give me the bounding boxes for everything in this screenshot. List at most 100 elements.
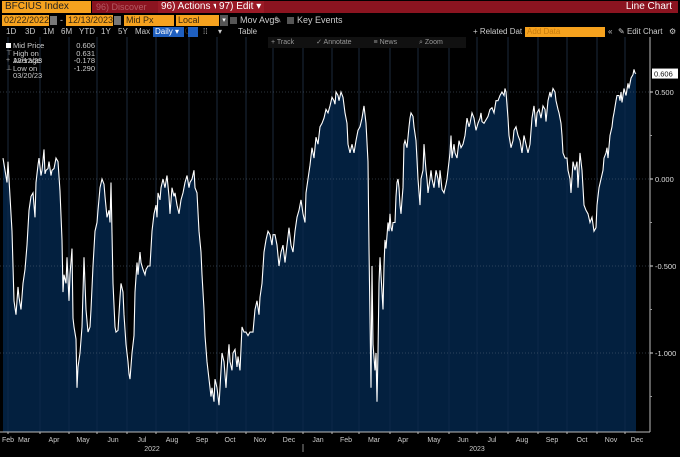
svg-text:2022: 2022 xyxy=(144,446,160,453)
track-label: Track xyxy=(276,39,295,46)
high-marker-icon: ⊤ xyxy=(6,49,13,57)
edit-label: 97) Edit xyxy=(219,1,254,12)
annotate-tool[interactable]: ✓ Annotate xyxy=(316,39,352,46)
chart-toolbar: + Track ✓ Annotate ≡ News ⌕ Zoom xyxy=(268,37,466,48)
edit-chart-label: Edit Chart xyxy=(626,27,663,36)
svg-text:Jun: Jun xyxy=(457,437,468,444)
range-1m[interactable]: 1M xyxy=(43,27,55,36)
low-marker-icon: ⊥ xyxy=(6,64,13,72)
svg-text:0.606: 0.606 xyxy=(654,70,673,79)
svg-text:Jun: Jun xyxy=(107,437,118,444)
key-events-checkbox[interactable] xyxy=(287,17,294,24)
gear-icon[interactable]: ⚙ xyxy=(669,27,677,36)
legend-value: -0.178 xyxy=(73,56,95,65)
actions-menu[interactable]: 96) Actions ▾ xyxy=(158,1,222,13)
range-1d[interactable]: 1D xyxy=(6,27,17,36)
news-tool[interactable]: ≡ News xyxy=(373,39,398,46)
legend-name: Mid Price xyxy=(13,41,45,50)
series-swatch-icon xyxy=(6,43,11,48)
svg-text:Mar: Mar xyxy=(368,437,381,444)
frequency-label: Daily xyxy=(155,27,173,36)
legend-row-mid-price[interactable]: Mid Price 0.606 xyxy=(4,42,95,50)
field-select[interactable]: Mid Px xyxy=(124,15,174,26)
svg-text:Nov: Nov xyxy=(605,437,618,444)
legend-row-high: ⊤ High on 12/12/23 0.631 xyxy=(4,48,95,64)
chart-legend: Mid Price 0.606 ⊤ High on 12/12/23 0.631 … xyxy=(4,42,95,79)
annotate-label: Annotate xyxy=(323,39,352,46)
svg-text:Apr: Apr xyxy=(49,437,61,444)
mov-avgs-label: Mov Avgs xyxy=(240,15,279,25)
controls-bar: 02/22/2022 - 12/13/2023 Mid Px Local CCY… xyxy=(0,15,680,36)
legend-value: -1.290 xyxy=(73,63,95,73)
edit-menu[interactable]: 97) Edit ▾ xyxy=(216,1,265,13)
table-button[interactable]: Table xyxy=(238,27,258,36)
calendar-icon[interactable] xyxy=(114,16,121,25)
mov-avgs-checkbox[interactable] xyxy=(230,17,237,24)
key-events-label: Key Events xyxy=(297,15,343,25)
svg-text:0.000: 0.000 xyxy=(655,175,674,184)
zoom-tool[interactable]: ⌕ Zoom xyxy=(419,39,443,46)
legend-row-average: + Average -0.178 xyxy=(4,57,95,65)
svg-text:2023: 2023 xyxy=(469,446,485,453)
start-date-input[interactable]: 02/22/2022 xyxy=(2,15,50,26)
chevron-down-icon[interactable]: ▾ xyxy=(220,15,228,26)
svg-text:Sep: Sep xyxy=(196,437,209,444)
pencil-icon[interactable]: ✎ xyxy=(274,15,282,25)
range-3d[interactable]: 3D xyxy=(25,27,36,36)
svg-text:Sep: Sep xyxy=(546,437,559,444)
chevron-down-icon[interactable]: ▾ xyxy=(218,27,223,36)
average-marker-icon: + xyxy=(6,57,11,64)
actions-label: 96) Actions xyxy=(161,1,211,12)
svg-text:Aug: Aug xyxy=(166,437,179,444)
svg-text:0.500: 0.500 xyxy=(655,88,674,97)
legend-value: 0.631 xyxy=(76,48,95,58)
range-ytd[interactable]: YTD xyxy=(79,27,95,36)
legend-value: 0.606 xyxy=(76,41,95,50)
frequency-select[interactable]: Daily ▾ xyxy=(153,27,184,37)
svg-text:Aug: Aug xyxy=(516,437,529,444)
zoom-label: Zoom xyxy=(424,39,443,46)
svg-text:Dec: Dec xyxy=(631,437,644,444)
svg-text:May: May xyxy=(427,437,441,444)
bar-chart-icon[interactable]: ⁞⁞ xyxy=(203,27,208,36)
title-bar: BFCIUS Index 96) Discover 96) Actions ▾ … xyxy=(0,0,680,14)
news-label: News xyxy=(379,39,398,46)
view-title: Line Chart xyxy=(625,1,672,12)
ticker-input[interactable]: BFCIUS Index xyxy=(2,1,91,13)
svg-text:Feb: Feb xyxy=(2,437,14,444)
legend-name: High on 12/12/23 xyxy=(13,48,43,65)
svg-text:Jul: Jul xyxy=(488,437,497,444)
svg-text:Apr: Apr xyxy=(398,437,410,444)
discover-menu[interactable]: 96) Discover xyxy=(96,2,147,12)
collapse-icon[interactable]: « xyxy=(608,27,613,36)
svg-text:-1.000: -1.000 xyxy=(655,349,676,358)
svg-text:Nov: Nov xyxy=(254,437,267,444)
add-data-input[interactable]: Add Data xyxy=(525,27,605,37)
legend-name: Average xyxy=(13,56,41,65)
legend-row-low: ⊥ Low on 03/20/23 -1.290 xyxy=(4,63,95,79)
svg-text:Oct: Oct xyxy=(577,437,588,444)
range-1y[interactable]: 1Y xyxy=(101,27,111,36)
legend-name: Low on 03/20/23 xyxy=(13,63,43,80)
edit-chart-button[interactable]: ✎ Edit Chart xyxy=(618,27,663,36)
track-tool[interactable]: + Track xyxy=(271,39,295,46)
date-separator: - xyxy=(60,15,63,25)
svg-text:May: May xyxy=(76,437,90,444)
range-5y[interactable]: 5Y xyxy=(118,27,128,36)
svg-text:Feb: Feb xyxy=(340,437,352,444)
svg-text:Dec: Dec xyxy=(283,437,296,444)
currency-select[interactable]: Local CCY xyxy=(176,15,219,36)
svg-text:Mar: Mar xyxy=(18,437,31,444)
range-6m[interactable]: 6M xyxy=(61,27,73,36)
range-bar: 1D 3D 1M 6M YTD 1Y 5Y Max Daily ▾ ⁞⁞ ▾ T… xyxy=(0,27,680,37)
related-data-button[interactable]: + Related Dat xyxy=(473,27,523,36)
svg-text:Jul: Jul xyxy=(138,437,147,444)
range-max[interactable]: Max xyxy=(135,27,151,36)
svg-text:Jan: Jan xyxy=(312,437,323,444)
calendar-icon[interactable] xyxy=(50,16,57,25)
line-chart-icon[interactable] xyxy=(188,27,198,37)
svg-text:Oct: Oct xyxy=(225,437,236,444)
end-date-input[interactable]: 12/13/2023 xyxy=(66,15,114,26)
svg-text:-0.500: -0.500 xyxy=(655,262,676,271)
